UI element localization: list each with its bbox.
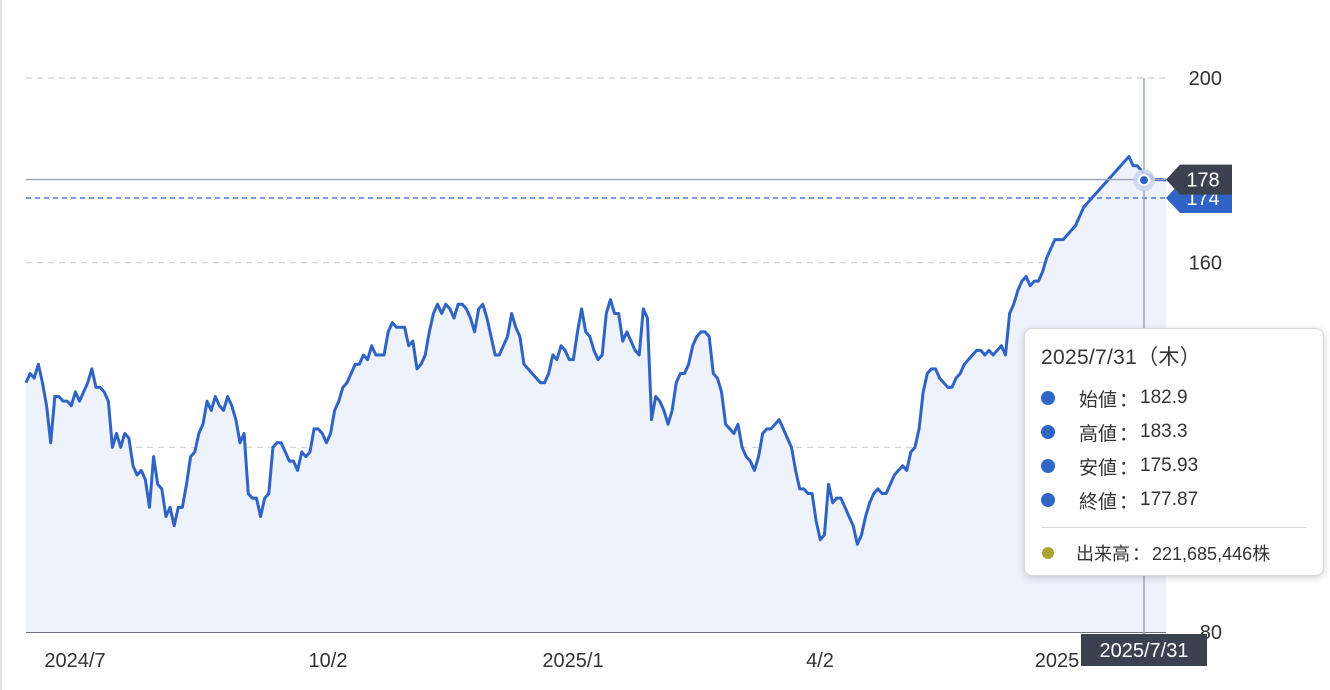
- y-tick-label-200: 200: [1189, 68, 1222, 90]
- tooltip-open-label: 始値: [1079, 389, 1118, 411]
- tooltip-volume-value: 221,685,446株: [1152, 544, 1271, 564]
- hover-point: [1138, 174, 1150, 187]
- tooltip-close-label: 終値: [1079, 491, 1118, 513]
- open-dot-icon: [1041, 391, 1055, 405]
- low-dot-icon: [1041, 459, 1055, 473]
- x-tick-label-2: 2025/1: [542, 650, 603, 672]
- price-area: [26, 156, 1166, 633]
- colon: ：: [1119, 457, 1139, 479]
- tooltip-low-label: 安値: [1079, 457, 1118, 479]
- x-axis-labels: 2024/7 10/2 2025/1 4/2 2025: [44, 650, 1079, 672]
- close-dot-icon: [1041, 493, 1055, 507]
- crosshair-date-tag: [1081, 634, 1207, 666]
- tooltip-volume-label: 出来高: [1076, 544, 1130, 564]
- tooltip-row-low: 安値： 175.93: [1041, 449, 1307, 483]
- colon: ：: [1132, 544, 1150, 564]
- crosshair-price-tag: [1166, 164, 1232, 195]
- tooltip-row-volume: 出来高： 221,685,446株: [1041, 536, 1307, 570]
- x-tick-label-0: 2024/7: [44, 650, 105, 672]
- tooltip-row-close: 終値： 177.87: [1041, 483, 1307, 517]
- x-tick-label-1: 10/2: [309, 650, 348, 672]
- tooltip-date: 2025/7/31（木）: [1041, 346, 1202, 369]
- colon: ：: [1119, 491, 1139, 513]
- high-dot-icon: [1041, 425, 1055, 439]
- crosshair-price-tag-label: 178: [1186, 170, 1219, 192]
- volume-dot-icon: [1042, 547, 1054, 559]
- tooltip-row-open: 始値： 182.9: [1041, 381, 1307, 415]
- x-tick-label-3: 4/2: [806, 650, 834, 672]
- series-line: [24, 154, 1167, 546]
- crosshair-date-tag-label: 2025/7/31: [1100, 640, 1189, 662]
- series-area: [26, 156, 1166, 633]
- tooltip-row-high: 高値： 183.3: [1041, 415, 1307, 449]
- colon: ：: [1119, 423, 1139, 445]
- tooltip-low-value: 175.93: [1140, 455, 1199, 476]
- tooltip-high-value: 183.3: [1140, 421, 1188, 442]
- tooltip-high-label: 高値: [1079, 423, 1118, 445]
- colon: ：: [1119, 389, 1139, 411]
- y-tick-label-160: 160: [1189, 253, 1222, 275]
- chart-marks: [24, 154, 1167, 546]
- tooltip-divider: [1041, 527, 1307, 528]
- tooltip-open-value: 182.9: [1140, 387, 1188, 408]
- x-tick-label-4: 2025: [1035, 650, 1080, 672]
- price-tooltip: 2025/7/31（木） 始値： 182.9 高値： 183.3 安値： 175.93…: [1024, 328, 1324, 576]
- tooltip-close-value: 177.87: [1140, 489, 1199, 510]
